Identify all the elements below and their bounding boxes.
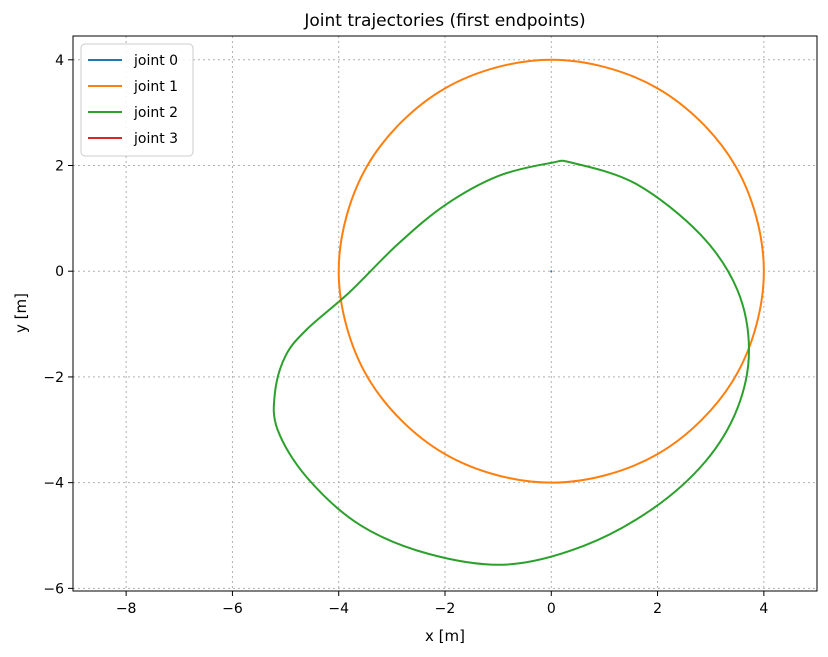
x-axis-label: x [m] xyxy=(425,627,465,645)
legend-label: joint 1 xyxy=(133,79,178,95)
y-tick-label: −2 xyxy=(43,370,64,386)
x-tick-label: −6 xyxy=(222,601,243,617)
series-joint-1-line xyxy=(337,58,765,484)
y-tick-label: 2 xyxy=(55,159,64,175)
legend: joint 0 joint 1 joint 2 joint 3 xyxy=(80,43,194,157)
legend-label: joint 2 xyxy=(133,105,178,121)
x-tick-label: 2 xyxy=(653,601,662,617)
series-joint-0-point xyxy=(550,270,553,273)
plot-series xyxy=(272,58,765,566)
legend-label: joint 0 xyxy=(133,53,178,69)
legend-label: joint 3 xyxy=(133,131,178,147)
y-axis-label: y [m] xyxy=(12,293,30,333)
y-tick-label: −6 xyxy=(43,581,64,597)
x-tick-label: −4 xyxy=(328,601,349,617)
legend-box xyxy=(80,43,194,157)
y-tick-label: 0 xyxy=(55,264,64,280)
y-axis-ticks: −6 −4 −2 0 2 4 xyxy=(43,53,73,597)
grid xyxy=(73,36,817,591)
series-joint-2-line xyxy=(272,159,750,566)
x-tick-label: 0 xyxy=(547,601,556,617)
x-tick-label: −2 xyxy=(435,601,456,617)
x-tick-label: −8 xyxy=(116,601,137,617)
x-tick-label: 4 xyxy=(759,601,768,617)
y-tick-label: 4 xyxy=(55,53,64,69)
x-axis-ticks: −8 −6 −4 −2 0 2 4 xyxy=(116,591,768,617)
y-tick-label: −4 xyxy=(43,476,64,492)
chart-title: Joint trajectories (first endpoints) xyxy=(303,11,585,31)
